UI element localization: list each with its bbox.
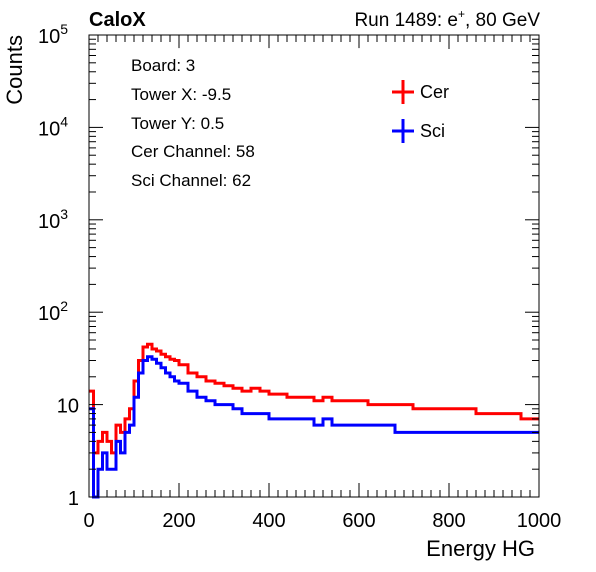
- legend-marker-sci: [392, 119, 414, 143]
- series-layer: [89, 342, 539, 499]
- info-box: Board: 3 Tower X: -9.5 Tower Y: 0.5 Cer …: [120, 48, 360, 198]
- info-line-board: Board: 3: [131, 56, 195, 75]
- x-tick-label: 200: [162, 510, 195, 532]
- x-axis-title: Energy HG: [426, 536, 535, 561]
- y-tick-label: 105: [38, 21, 68, 48]
- tick-layer: 0 200 400 600 800 1000 1 10 102 103 104 105: [38, 21, 561, 532]
- y-tick-label: 1: [68, 488, 79, 510]
- x-tick-label: 0: [83, 510, 94, 532]
- info-line-cer-channel: Cer Channel: 58: [131, 142, 255, 161]
- legend-label-sci: Sci: [420, 121, 445, 141]
- info-line-tower-x: Tower X: -9.5: [131, 85, 231, 104]
- legend-marker-cer: [392, 80, 414, 104]
- run-label: Run 1489: e+, 80 GeV: [354, 7, 540, 31]
- legend-label-cer: Cer: [420, 82, 449, 102]
- series-line-sci: [89, 355, 539, 499]
- y-tick-label: 10: [57, 396, 79, 418]
- series-line-cer: [89, 342, 539, 455]
- y-tick-label: 102: [38, 298, 68, 325]
- x-tick-label: 400: [252, 510, 285, 532]
- legend: Cer Sci: [392, 80, 449, 143]
- x-tick-label: 800: [432, 510, 465, 532]
- run-label-sup: +: [458, 7, 465, 21]
- x-tick-label: 600: [342, 510, 375, 532]
- y-tick-label: 104: [38, 113, 68, 140]
- info-line-tower-y: Tower Y: 0.5: [131, 114, 224, 133]
- x-tick-label: 1000: [517, 510, 562, 532]
- y-axis-title: Counts: [2, 35, 27, 105]
- info-box-bg: [120, 48, 360, 198]
- experiment-label: CaloX: [89, 9, 146, 31]
- info-line-sci-channel: Sci Channel: 62: [131, 171, 251, 190]
- run-label-suffix: , 80 GeV: [465, 10, 540, 31]
- run-label-prefix: Run 1489: e: [354, 10, 458, 31]
- y-tick-label: 103: [38, 206, 68, 233]
